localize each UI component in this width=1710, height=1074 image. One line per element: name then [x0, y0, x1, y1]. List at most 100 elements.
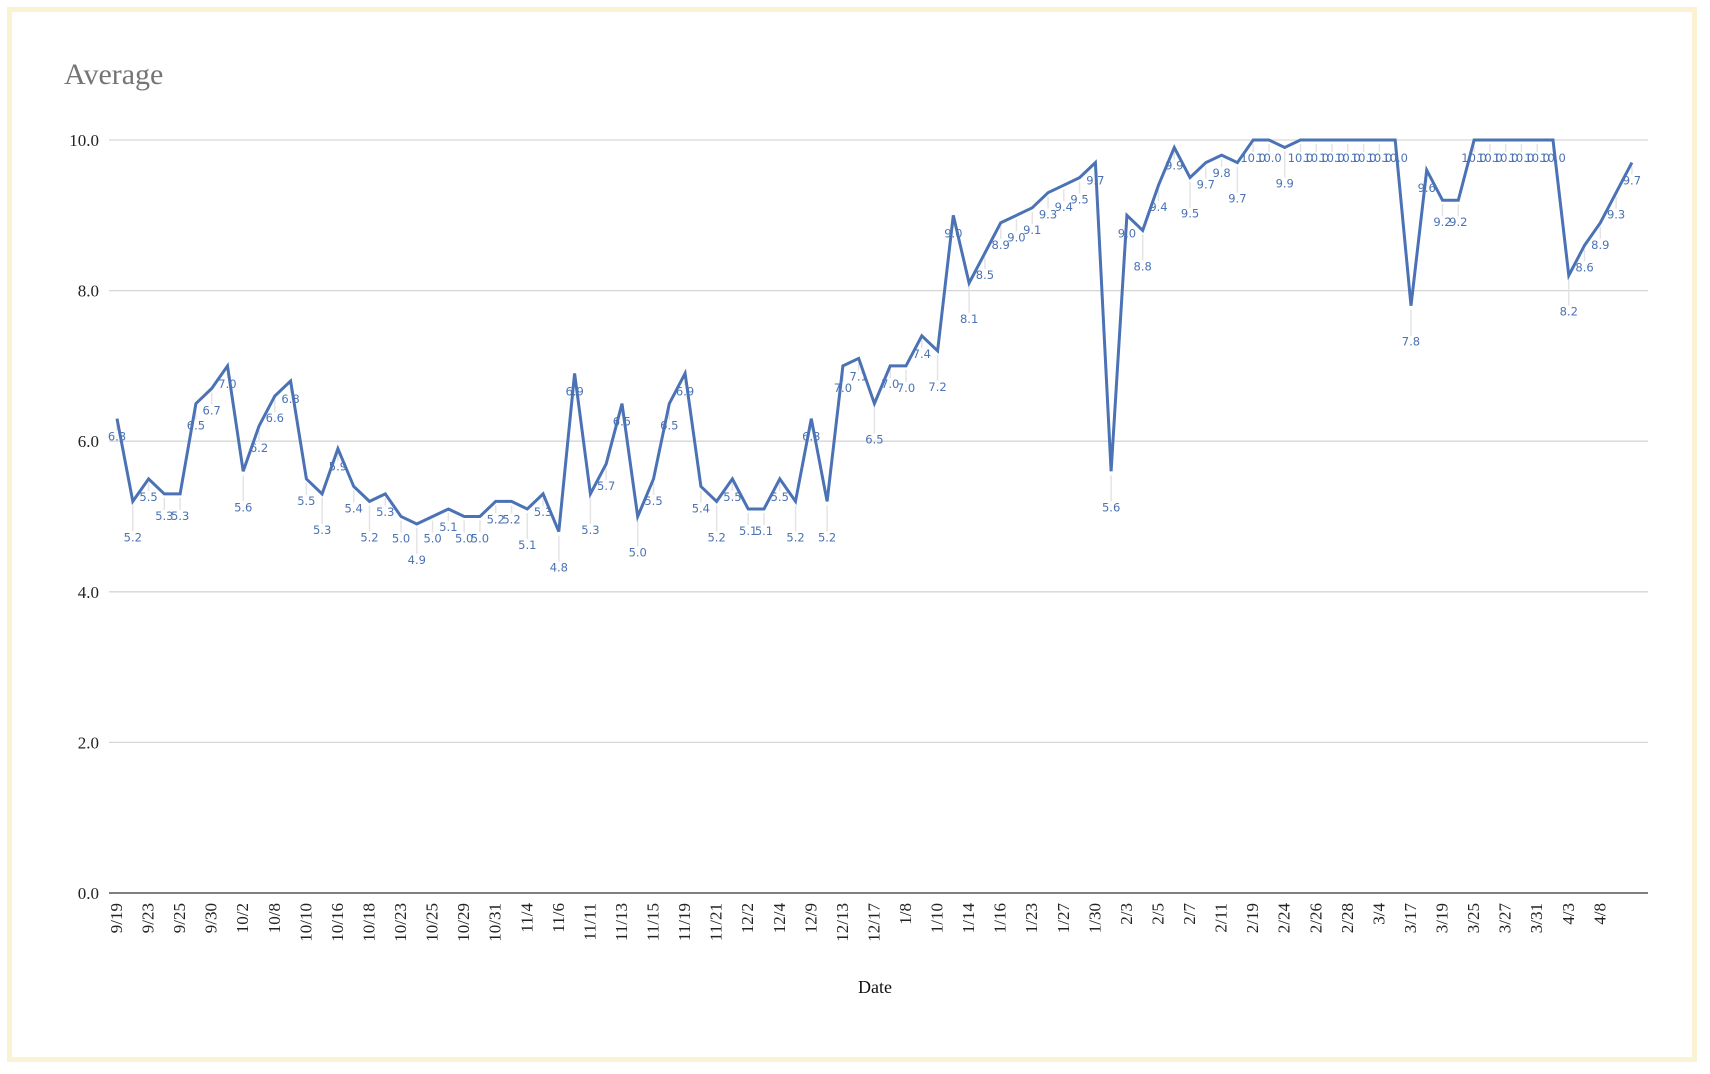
- x-tick-label: 9/30: [202, 903, 221, 933]
- x-tick-label: 1/16: [991, 903, 1010, 933]
- x-tick-label: 10/16: [328, 903, 347, 942]
- data-point-label: 5.2: [487, 512, 505, 526]
- data-point-label: 10.0: [1351, 151, 1377, 165]
- series-line: [115, 138, 1634, 533]
- y-tick-label: 0.0: [78, 884, 99, 903]
- x-tick-label: 11/15: [644, 903, 663, 941]
- x-tick-label: 1/27: [1054, 903, 1073, 934]
- data-point-label: 5.6: [234, 500, 252, 514]
- data-labels: 6.35.25.55.35.36.56.77.05.66.26.66.85.55…: [108, 151, 1641, 575]
- data-point-label: 5.9: [329, 460, 347, 474]
- x-axis-ticks: 9/19 9/23 9/25 9/30 10/2 10/8 10/10 10/16 10/18 1…: [107, 903, 1609, 942]
- data-point-label: 5.3: [534, 505, 552, 519]
- x-tick-label: 11/6: [549, 903, 568, 933]
- x-tick-label: 10/29: [454, 903, 473, 942]
- data-point-label: 5.3: [376, 505, 394, 519]
- x-tick-label: 12/2: [738, 903, 757, 933]
- data-point-label: 9.4: [1149, 200, 1167, 214]
- x-tick-label: 3/27: [1496, 903, 1515, 934]
- data-point-label: 9.2: [1433, 215, 1451, 229]
- x-tick-label: 1/8: [896, 903, 915, 925]
- x-tick-label: 11/4: [517, 903, 536, 933]
- x-tick-label: 11/13: [612, 903, 631, 941]
- y-tick-label: 10.0: [69, 131, 99, 150]
- data-point-label: 10.0: [1256, 151, 1282, 165]
- data-point-label: 5.2: [360, 530, 378, 544]
- data-point-label: 10.0: [1509, 151, 1535, 165]
- x-tick-label: 10/18: [359, 903, 378, 942]
- data-point-label: 7.8: [1402, 335, 1420, 349]
- x-tick-label: 1/10: [928, 903, 947, 933]
- data-point-label: 9.0: [1007, 230, 1025, 244]
- data-point-label: 9.7: [1623, 174, 1641, 188]
- y-tick-label: 6.0: [78, 432, 99, 451]
- data-point-label: 6.6: [266, 411, 284, 425]
- data-point-label: 5.0: [629, 546, 647, 560]
- data-point-label: 9.0: [944, 226, 962, 240]
- x-tick-label: 3/19: [1433, 903, 1452, 933]
- data-point-label: 9.9: [1165, 159, 1183, 173]
- data-point-label: 5.4: [345, 501, 363, 515]
- x-tick-label: 11/19: [675, 903, 694, 941]
- data-point-label: 9.6: [1418, 181, 1436, 195]
- data-point-label: 5.4: [692, 501, 710, 515]
- data-point-label: 9.0: [1118, 226, 1136, 240]
- data-point-label: 5.0: [423, 532, 441, 546]
- x-tick-label: 2/24: [1275, 903, 1294, 934]
- data-point-label: 8.8: [1134, 259, 1152, 273]
- x-tick-label: 3/17: [1401, 903, 1420, 934]
- data-point-label: 8.2: [1560, 305, 1578, 319]
- data-point-label: 5.5: [771, 490, 789, 504]
- x-tick-label: 12/17: [864, 903, 883, 942]
- data-point-label: 10.0: [1367, 151, 1393, 165]
- data-point-label: 9.7: [1197, 178, 1215, 192]
- data-point-label: 10.0: [1382, 151, 1408, 165]
- x-tick-label: 2/19: [1243, 903, 1262, 933]
- y-tick-label: 8.0: [78, 282, 99, 301]
- x-tick-label: 9/19: [107, 903, 126, 933]
- data-point-label: 6.5: [187, 419, 205, 433]
- data-point-label: 5.3: [581, 523, 599, 537]
- data-point-label: 10.0: [1319, 151, 1345, 165]
- data-point-label: 7.4: [913, 347, 931, 361]
- x-tick-label: 2/3: [1117, 903, 1136, 925]
- data-label-leaders: [116, 144, 1633, 562]
- data-point-label: 10.0: [1335, 151, 1361, 165]
- x-axis-title: Date: [858, 977, 892, 997]
- x-tick-label: 10/2: [233, 903, 252, 933]
- chart-frame: [7, 7, 1697, 1062]
- data-point-label: 6.5: [865, 433, 883, 447]
- x-tick-label: 11/21: [707, 903, 726, 941]
- x-tick-label: 3/25: [1464, 903, 1483, 933]
- x-tick-label: 4/3: [1559, 903, 1578, 925]
- x-tick-label: 10/8: [265, 903, 284, 933]
- data-point-label: 7.0: [218, 377, 236, 391]
- data-point-label: 5.0: [455, 532, 473, 546]
- data-point-label: 5.1: [439, 520, 457, 534]
- data-point-label: 5.5: [139, 490, 157, 504]
- data-point-label: 6.5: [613, 415, 631, 429]
- x-tick-label: 2/28: [1338, 903, 1357, 933]
- data-point-label: 5.3: [171, 509, 189, 523]
- data-point-label: 4.8: [550, 561, 568, 575]
- data-point-label: 9.5: [1070, 193, 1088, 207]
- data-point-label: 7.0: [881, 377, 899, 391]
- data-point-label: 9.2: [1449, 215, 1467, 229]
- y-tick-label: 4.0: [78, 583, 99, 602]
- data-point-label: 10.0: [1303, 151, 1329, 165]
- data-point-label: 5.5: [723, 490, 741, 504]
- data-point-label: 5.2: [124, 530, 142, 544]
- x-tick-label: 10/23: [391, 903, 410, 942]
- data-point-label: 5.3: [313, 523, 331, 537]
- x-tick-label: 3/4: [1369, 903, 1388, 925]
- x-tick-label: 2/7: [1180, 903, 1199, 925]
- data-point-label: 5.0: [471, 532, 489, 546]
- data-point-label: 7.1: [850, 369, 868, 383]
- data-point-label: 5.2: [786, 530, 804, 544]
- data-point-label: 5.2: [707, 530, 725, 544]
- x-tick-label: 4/8: [1590, 903, 1609, 925]
- data-point-label: 9.4: [1055, 200, 1073, 214]
- x-tick-label: 3/31: [1527, 903, 1546, 933]
- x-tick-label: 1/23: [1022, 903, 1041, 933]
